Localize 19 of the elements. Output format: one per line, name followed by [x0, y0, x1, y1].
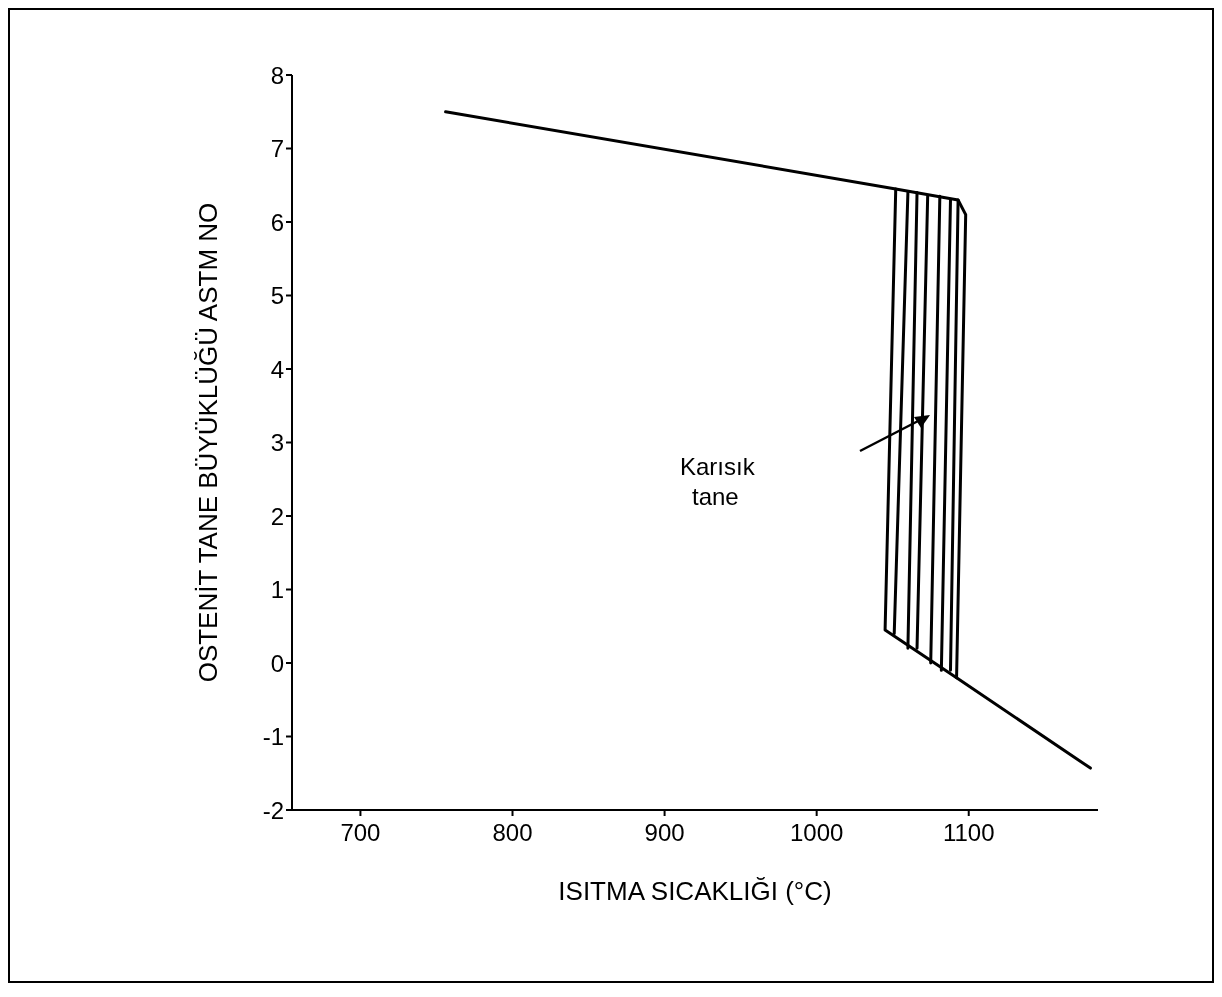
y-tick-label: 8: [270, 61, 284, 89]
y-tick-label: 6: [270, 208, 284, 236]
y-tick-label: 0: [270, 649, 284, 677]
x-tick-label: 800: [492, 819, 533, 847]
y-tick-label: -1: [262, 723, 284, 751]
x-tick-label: 900: [644, 819, 685, 847]
y-tick-label: 3: [270, 429, 284, 457]
y-tick-label: -2: [262, 796, 284, 824]
y-tick-label: 5: [270, 282, 284, 310]
annotation: Karısık tane: [680, 453, 756, 510]
x-axis-title: ISITMA SICAKLIĞI (°C): [558, 876, 832, 906]
y-tick-label: 1: [270, 576, 284, 604]
x-tick-label: 700: [340, 819, 381, 847]
x-tick-label: 1100: [942, 819, 995, 847]
y-tick-label: 7: [270, 135, 284, 163]
y-tick-label: 4: [270, 355, 284, 383]
y-tick-label: 2: [270, 502, 284, 530]
y-axis-title: OSTENİT TANE BÜYÜKLÜĞÜ ASTM NO: [193, 202, 224, 683]
x-tick-label: 1000: [789, 819, 844, 847]
